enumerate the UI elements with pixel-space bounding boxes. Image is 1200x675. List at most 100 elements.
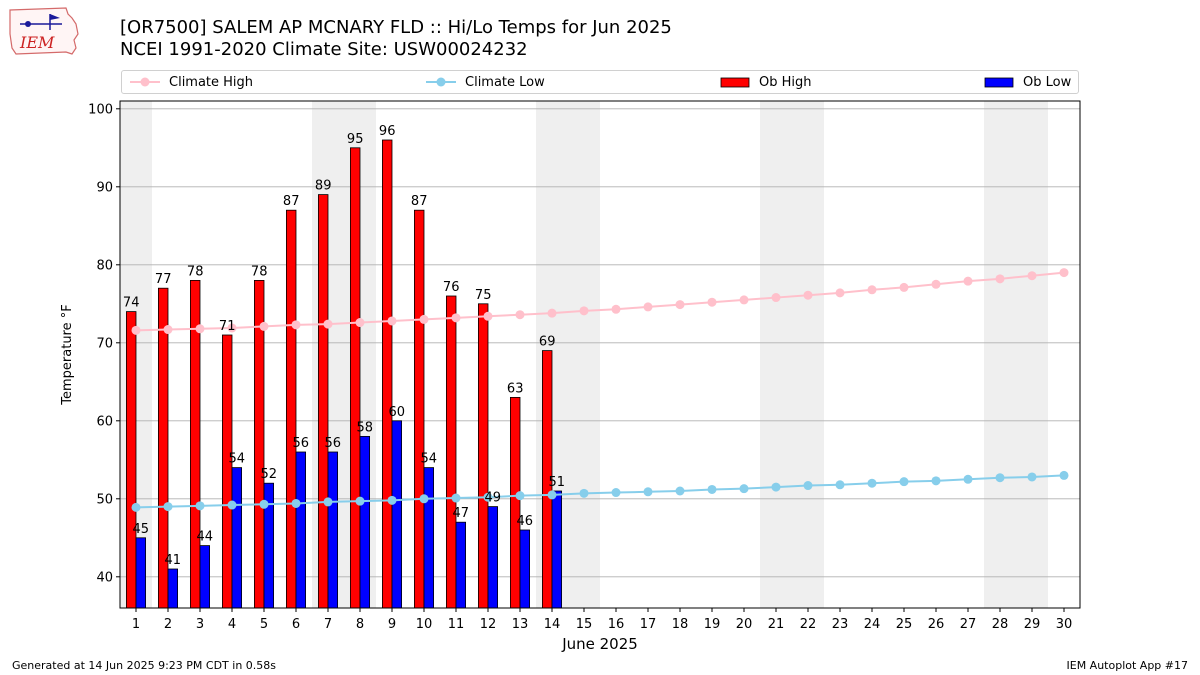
climate-high-point — [483, 311, 493, 321]
weekend-shade — [792, 101, 824, 608]
ob-low-bar — [135, 537, 147, 609]
y-axis-label: Temperature °F — [60, 304, 75, 405]
climate-low-point — [675, 486, 685, 496]
x-tick-label: 21 — [768, 617, 785, 632]
ob-high-label: 69 — [539, 335, 556, 350]
ob-high-bar — [317, 194, 329, 609]
climate-high-point — [291, 320, 301, 330]
climate-high-point — [835, 288, 845, 298]
ob-high-label: 75 — [475, 288, 492, 303]
climate-high-point — [803, 290, 813, 300]
climate-low-point — [867, 478, 877, 488]
climate-low-point — [739, 484, 749, 494]
ob-low-bar — [519, 529, 531, 609]
x-tick-label: 4 — [228, 617, 236, 632]
chart-subtitle: NCEI 1991-2020 Climate Site: USW00024232 — [120, 39, 528, 60]
ob-low-label: 54 — [421, 452, 438, 467]
ob-high-bar — [413, 209, 425, 609]
climate-low-point — [195, 501, 205, 511]
climate-low-line — [135, 474, 1065, 509]
x-tick-label: 2 — [164, 617, 172, 632]
legend-item-ob-low: Ob Low — [984, 71, 1071, 93]
weekend-shade — [568, 101, 600, 608]
weekend-shade — [760, 101, 792, 608]
x-tick-label: 25 — [896, 617, 913, 632]
ob-high-label: 74 — [123, 296, 140, 311]
climate-high-point — [675, 300, 685, 310]
climate-low-point — [611, 488, 621, 498]
climate-low-point — [1027, 472, 1037, 482]
climate-high-point — [259, 321, 269, 331]
footer-app: IEM Autoplot App #17 — [1066, 659, 1189, 672]
weekend-shade — [1016, 101, 1048, 608]
chart-title: [OR7500] SALEM AP MCNARY FLD :: Hi/Lo Te… — [120, 17, 672, 38]
ob-high-label: 89 — [315, 179, 332, 194]
ob-high-label: 78 — [187, 264, 204, 279]
climate-low-point — [515, 491, 525, 501]
climate-high-point — [1027, 271, 1037, 281]
weekend-shade — [984, 101, 1016, 608]
ob-high-label: 96 — [379, 124, 396, 139]
legend-item-ob-high: Ob High — [720, 71, 812, 93]
ob-low-bar — [487, 506, 499, 609]
climate-low-point — [931, 476, 941, 486]
line-marker-icon — [130, 77, 160, 87]
ob-high-label: 63 — [507, 381, 524, 396]
climate-high-point — [611, 304, 621, 314]
x-tick-label: 26 — [928, 617, 945, 632]
y-tick-label: 40 — [96, 570, 113, 585]
climate-high-point — [387, 316, 397, 326]
ob-high-bar — [349, 147, 361, 609]
x-tick-label: 18 — [672, 617, 689, 632]
line-marker-icon — [426, 77, 456, 87]
y-tick-label: 60 — [96, 414, 113, 429]
x-tick-label: 23 — [832, 617, 849, 632]
ob-high-bar — [221, 334, 233, 609]
ob-high-bar — [445, 295, 457, 609]
y-tick-label: 100 — [88, 102, 113, 117]
x-tick-label: 15 — [576, 617, 593, 632]
climate-high-point — [963, 276, 973, 286]
ob-low-bar — [391, 420, 403, 609]
climate-low-point — [355, 496, 365, 506]
legend-item-climate-high: Climate High — [130, 71, 253, 93]
climate-high-point — [419, 314, 429, 324]
footer-generated: Generated at 14 Jun 2025 9:23 PM CDT in … — [12, 659, 277, 672]
ob-high-label: 95 — [347, 132, 364, 147]
x-tick-label: 12 — [480, 617, 497, 632]
ob-low-bar — [167, 568, 179, 609]
climate-low-point — [259, 499, 269, 509]
ob-high-label: 87 — [283, 194, 300, 209]
x-tick-label: 24 — [864, 617, 881, 632]
climate-low-point — [803, 481, 813, 491]
ob-low-bar — [551, 490, 563, 609]
climate-low-point — [227, 500, 237, 510]
ob-high-label: 77 — [155, 272, 172, 287]
x-tick-label: 11 — [448, 617, 465, 632]
climate-high-point — [227, 323, 237, 333]
x-axis-label: June 2025 — [561, 635, 638, 653]
x-tick-label: 29 — [1024, 617, 1041, 632]
ob-low-label: 52 — [261, 467, 278, 482]
bar-swatch-icon — [984, 77, 1014, 88]
x-tick-label: 6 — [292, 617, 300, 632]
y-tick-label: 90 — [96, 180, 113, 195]
x-tick-label: 10 — [416, 617, 433, 632]
y-tick-label: 50 — [96, 492, 113, 507]
ob-high-bar — [509, 396, 521, 609]
climate-high-point — [323, 319, 333, 329]
ob-high-label: 87 — [411, 194, 428, 209]
climate-low-point — [771, 482, 781, 492]
climate-low-point — [995, 473, 1005, 483]
climate-high-point — [163, 325, 173, 335]
climate-high-point — [1059, 268, 1069, 278]
y-tick-label: 70 — [96, 336, 113, 351]
legend-label: Climate High — [169, 74, 254, 90]
climate-high-point — [771, 293, 781, 303]
climate-low-point — [963, 474, 973, 484]
legend-item-climate-low: Climate Low — [426, 71, 545, 93]
x-tick-label: 3 — [196, 617, 204, 632]
ob-low-label: 41 — [165, 553, 182, 568]
climate-low-point — [323, 497, 333, 507]
